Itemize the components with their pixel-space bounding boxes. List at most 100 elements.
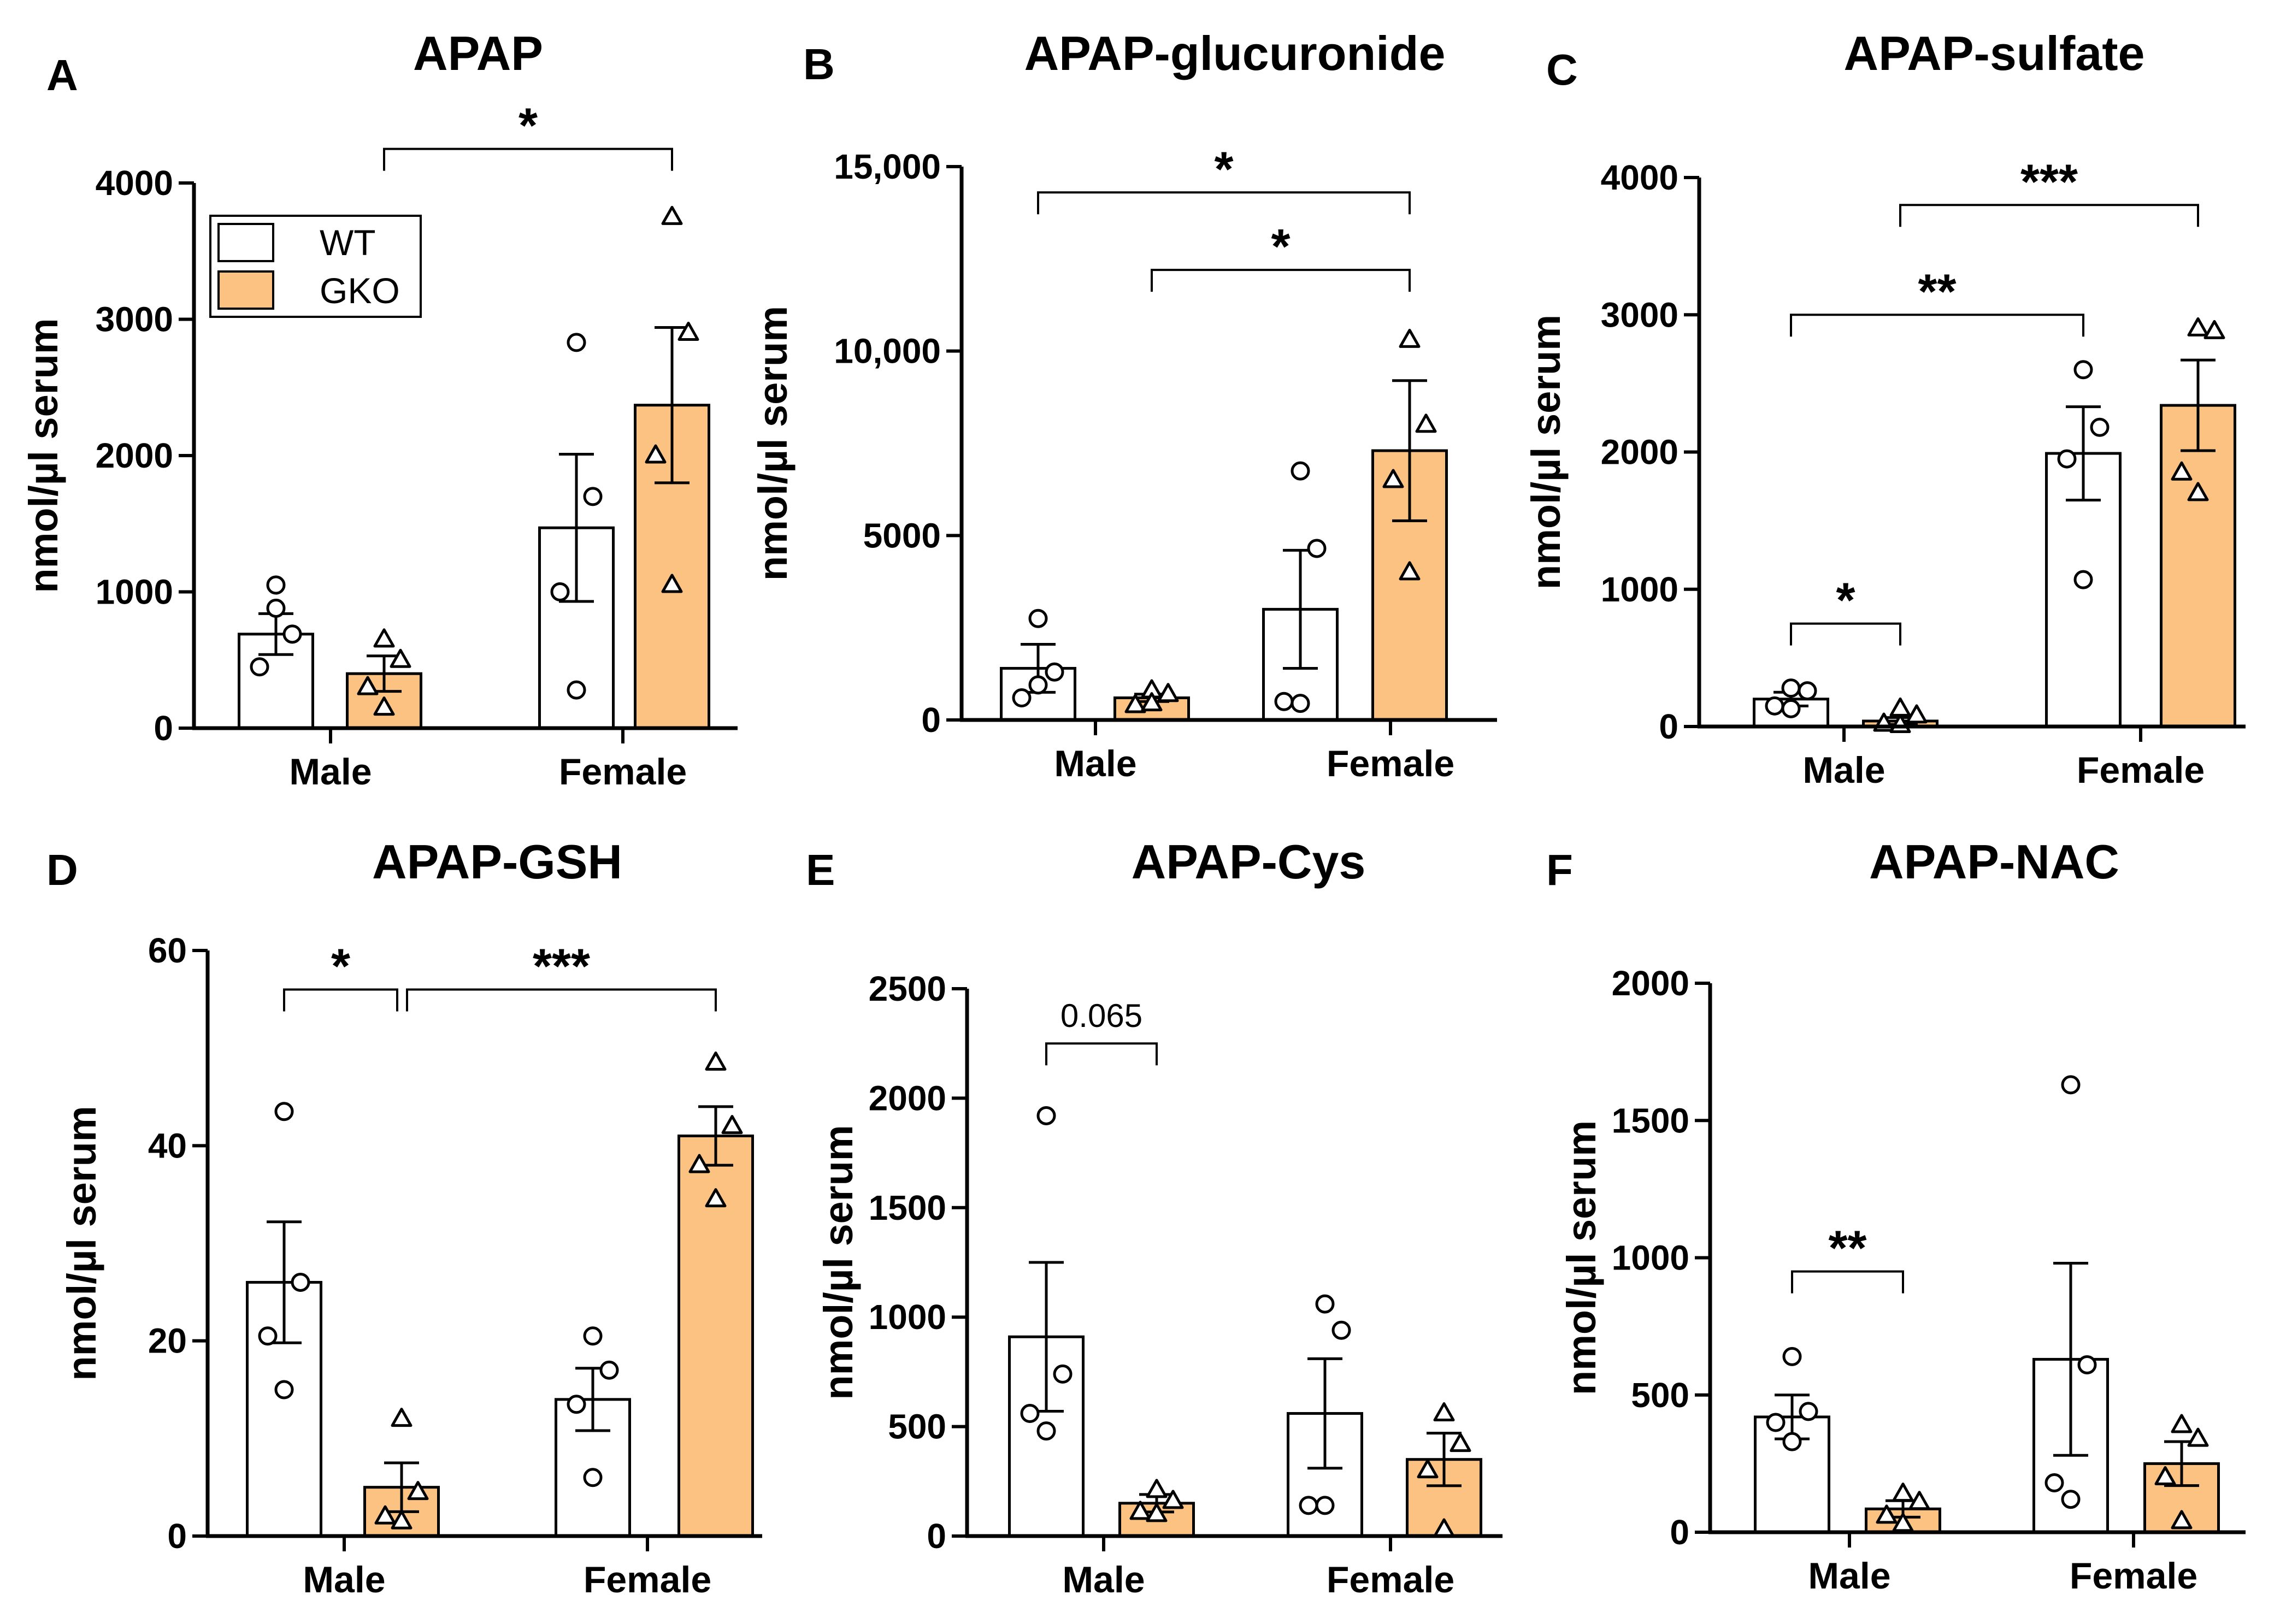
data-point-triangle — [677, 321, 699, 341]
significance-label: * — [1836, 574, 1855, 628]
y-tick-label: 4000 — [96, 163, 173, 203]
panel-d: D APAP-GSH nmol/µl serum 0 20 40 60 Male Female *… — [46, 835, 762, 1601]
significance-label: * — [519, 99, 538, 153]
legend: WT GKO — [209, 215, 422, 318]
significance-bracket — [1037, 191, 1411, 215]
y-tick-label: 0 — [1659, 707, 1678, 746]
significance-bracket — [1790, 622, 1901, 646]
x-tick-label: Male — [1802, 749, 1885, 791]
data-point-circle — [250, 657, 269, 677]
data-point-circle — [2073, 360, 2093, 380]
data-point-triangle — [1382, 469, 1404, 488]
data-point-circle — [1765, 696, 1784, 716]
data-point-circle — [1012, 688, 1032, 707]
y-tick-label: 0 — [927, 1516, 946, 1556]
y-tick-label: 2000 — [96, 436, 173, 475]
data-point-circle — [1291, 461, 1310, 481]
data-point-circle — [1307, 539, 1327, 558]
y-tick-label: 4000 — [1601, 158, 1678, 197]
panel-letter: C — [1546, 45, 1578, 94]
legend-swatch-wt — [217, 223, 274, 262]
x-tick-label: Female — [1327, 1559, 1454, 1601]
data-point-triangle — [705, 1188, 727, 1208]
panel-letter: A — [46, 51, 78, 99]
legend-swatch-gko — [217, 270, 274, 310]
y-tick-label: 3000 — [96, 300, 173, 339]
data-point-circle — [2077, 1355, 2097, 1374]
data-point-triangle — [2154, 1466, 2176, 1485]
y-tick-label: 1000 — [1612, 1238, 1689, 1278]
data-point-circle — [1315, 1294, 1335, 1314]
panel-letter: F — [1546, 846, 1573, 894]
data-point-triangle — [721, 1115, 743, 1135]
bar-gko-female — [2160, 404, 2236, 728]
y-tick-label: 3000 — [1601, 295, 1678, 334]
panel-e: E APAP-Cys nmol/µl serum 0 500 1000 1500 2000 25… — [806, 835, 1503, 1601]
y-tick-label: 0 — [154, 708, 173, 748]
significance-label: *** — [533, 939, 590, 994]
legend-label-wt: WT — [320, 222, 376, 263]
significance-label: ** — [1828, 1221, 1866, 1276]
panel-letter: B — [803, 40, 835, 88]
significance-label: * — [331, 939, 350, 994]
data-point-triangle — [1889, 697, 1911, 717]
y-tick-label: 0 — [921, 700, 941, 740]
data-point-triangle — [1157, 683, 1179, 702]
x-tick-label: Female — [2070, 1555, 2197, 1597]
data-point-triangle — [1876, 1504, 1898, 1524]
data-point-triangle — [1399, 328, 1421, 348]
data-point-circle — [2057, 449, 2077, 469]
data-point-circle — [567, 1395, 586, 1414]
data-point-circle — [1053, 1364, 1073, 1384]
data-point-triangle — [1162, 1490, 1184, 1509]
data-point-circle — [1299, 1496, 1318, 1515]
data-point-circle — [583, 1326, 603, 1346]
y-tick-label: 500 — [1631, 1375, 1689, 1415]
x-tick-label: Male — [1808, 1555, 1890, 1597]
data-point-triangle — [1129, 1501, 1151, 1520]
data-point-circle — [567, 333, 586, 352]
data-point-circle — [274, 1102, 294, 1121]
y-axis-label: nmol/µl serum — [1523, 315, 1569, 589]
panel-letter: D — [46, 846, 78, 894]
significance-label: * — [1214, 142, 1233, 197]
y-tick-label: 1500 — [869, 1188, 946, 1227]
significance-bracket — [383, 147, 673, 171]
y-tick-label: 2000 — [1612, 964, 1689, 1003]
significance-bracket — [1151, 269, 1411, 292]
data-point-triangle — [373, 628, 395, 648]
x-tick-label: Female — [2077, 749, 2205, 791]
chart-title: APAP — [413, 26, 543, 80]
legend-label-gko: GKO — [320, 270, 400, 311]
y-axis-label: nmol/µl serum — [21, 318, 66, 593]
data-point-circle — [1028, 675, 1048, 695]
y-tick-label: 20 — [148, 1321, 187, 1361]
data-point-circle — [550, 582, 570, 601]
data-point-circle — [1781, 699, 1801, 718]
data-point-circle — [2073, 570, 2093, 589]
data-point-triangle — [1146, 1503, 1168, 1522]
data-point-triangle — [391, 1510, 413, 1529]
data-point-triangle — [2171, 461, 2193, 481]
data-point-triangle — [1892, 1483, 1914, 1502]
data-point-circle — [583, 1468, 603, 1487]
significance-bracket — [1790, 314, 2084, 337]
data-point-triangle — [1146, 1479, 1168, 1498]
data-point-triangle — [1433, 1402, 1455, 1422]
y-tick-label: 1000 — [1601, 570, 1678, 609]
y-tick-label: 10,000 — [834, 332, 941, 371]
data-point-circle — [1781, 678, 1801, 698]
data-point-triangle — [1417, 1459, 1439, 1479]
y-tick-label: 0 — [167, 1516, 187, 1556]
data-point-circle — [599, 1360, 619, 1380]
y-axis-label: nmol/µl serum — [59, 1106, 104, 1380]
data-point-triangle — [1906, 704, 1928, 724]
y-tick-label: 500 — [888, 1407, 946, 1446]
data-point-triangle — [357, 676, 379, 695]
x-tick-label: Male — [289, 751, 372, 793]
data-point-triangle — [407, 1481, 429, 1501]
y-tick-label: 1500 — [1612, 1101, 1689, 1140]
data-point-triangle — [390, 648, 411, 668]
data-point-triangle — [374, 1505, 396, 1525]
